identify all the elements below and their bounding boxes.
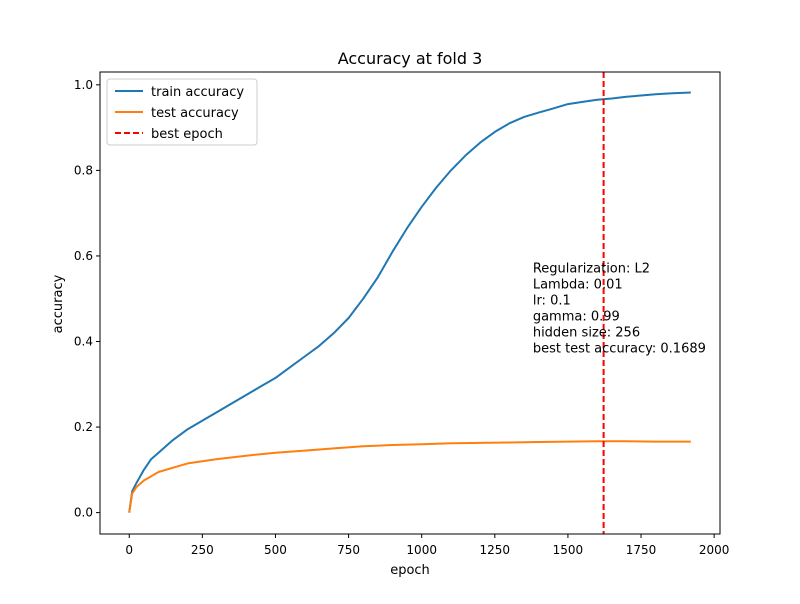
- legend-label-0: train accuracy: [151, 85, 244, 100]
- annotation-line-4: hidden size: 256: [533, 325, 640, 340]
- y-tick-label-4: 0.8: [74, 163, 93, 177]
- chart-title: Accuracy at fold 3: [338, 49, 483, 68]
- annotation-line-0: Regularization: L2: [533, 261, 650, 276]
- y-tick-label-2: 0.4: [74, 335, 93, 349]
- x-tick-label-8: 2000: [699, 543, 730, 557]
- y-axis-label: accuracy: [51, 274, 66, 333]
- legend-label-1: test accuracy: [151, 106, 239, 121]
- legend: train accuracy test accuracy best epoch: [106, 78, 258, 146]
- axes-frame: [99, 71, 721, 535]
- x-tick-label-2: 500: [264, 543, 287, 557]
- annotation-line-5: best test accuracy: 0.1689: [533, 341, 706, 356]
- y-tick-label-3: 0.6: [74, 249, 93, 263]
- x-tick-label-7: 1750: [626, 543, 657, 557]
- x-tick-label-3: 750: [337, 543, 360, 557]
- x-tick-label-1: 250: [191, 543, 214, 557]
- x-tick-label-4: 1000: [406, 543, 437, 557]
- y-tick-label-0: 0.0: [74, 506, 93, 520]
- x-tick-label-6: 1500: [553, 543, 584, 557]
- series-line-0: [128, 91, 691, 513]
- axes: 0 250 500 750 1000 1250 1500 1750 2000 0.0 0.2 0.4 0…: [74, 71, 730, 557]
- legend-label-2: best epoch: [151, 127, 223, 142]
- y-tick-label-5: 1.0: [74, 78, 93, 92]
- x-tick-label-0: 0: [125, 543, 133, 557]
- y-tick-label-1: 0.2: [74, 420, 93, 434]
- annotation-line-1: Lambda: 0.01: [533, 277, 623, 292]
- x-tick-label-5: 1250: [480, 543, 511, 557]
- annotation-line-2: lr: 0.1: [533, 293, 571, 308]
- annotation-line-3: gamma: 0.99: [533, 309, 620, 324]
- legend-box: [106, 78, 258, 146]
- x-axis-label: epoch: [390, 563, 430, 578]
- series-line-1: [128, 440, 691, 513]
- plot-area: [128, 72, 691, 534]
